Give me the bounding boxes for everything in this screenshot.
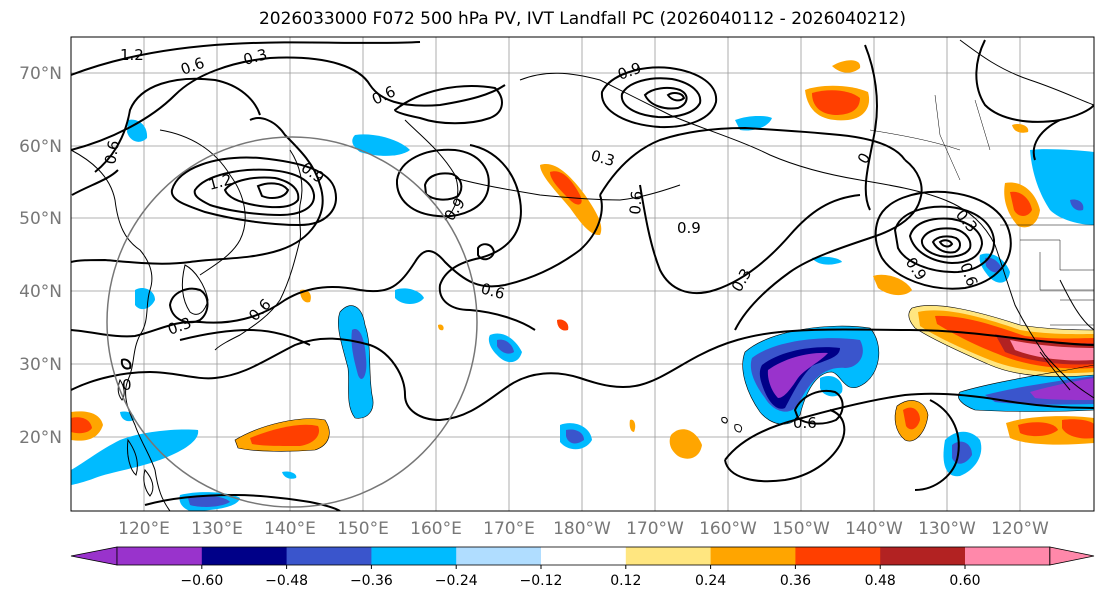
lon-label: 170°E — [483, 519, 535, 539]
colorbar-segment — [795, 547, 881, 565]
lat-label: 40°N — [19, 282, 62, 302]
lat-label: 70°N — [19, 64, 62, 84]
colorbar-segment — [965, 547, 1051, 565]
longitude-labels: 120°E 130°E 140°E 150°E 160°E 170°E 180°… — [118, 519, 1049, 539]
map-title: 2026033000 F072 500 hPa PV, IVT Landfall… — [258, 9, 906, 29]
colorbar-segment — [117, 547, 203, 565]
lat-label: 30°N — [19, 355, 62, 375]
contour-label: 0.6 — [793, 414, 817, 432]
ivt-pc-shading — [71, 60, 1094, 511]
pv-contours — [71, 39, 1094, 511]
lon-label: 160°W — [699, 519, 757, 539]
colorbar-extend-low — [70, 546, 118, 566]
colorbar-tick-label: 0.24 — [695, 573, 726, 589]
colorbar-segment — [371, 547, 457, 565]
lon-label: 120°W — [991, 519, 1049, 539]
lat-label: 20°N — [19, 428, 62, 448]
contour-label: 0 — [122, 376, 132, 394]
contour-label: 0.3 — [589, 146, 617, 170]
colorbar-frame — [116, 546, 1051, 566]
colorbar-tick-label: −0.60 — [180, 573, 223, 589]
map-frame — [70, 36, 1095, 512]
contour-label: 0.3 — [241, 45, 269, 69]
colorbar-segment — [710, 547, 796, 565]
lon-label: 140°W — [845, 519, 903, 539]
ivt-pc-outlines — [234, 305, 1094, 452]
lon-label: 180°W — [553, 519, 611, 539]
lon-label: 160°E — [410, 519, 462, 539]
colorbar-tick-label: 0.60 — [949, 573, 980, 589]
colorbar-segment — [201, 547, 288, 565]
lat-label: 60°N — [19, 137, 62, 157]
colorbar-segment — [456, 547, 542, 565]
lon-label: 120°E — [118, 519, 170, 539]
colorbar-tick-label: −0.24 — [435, 573, 478, 589]
colorbar-segment — [625, 547, 712, 565]
lon-label: 150°W — [772, 519, 830, 539]
colorbar-tick-label: 0.36 — [780, 573, 811, 589]
contour-label: 1.2 — [206, 170, 234, 194]
colorbar-tick-label: 0.12 — [610, 573, 641, 589]
colorbar-tick-label: −0.36 — [350, 573, 393, 589]
contour-label: 1.2 — [120, 46, 144, 64]
lon-label: 140°E — [264, 519, 316, 539]
colorbar-segment — [286, 547, 372, 565]
contour-label: 0.9 — [677, 219, 701, 237]
borders — [869, 94, 1094, 326]
colorbar: −0.60 −0.48 −0.36 −0.24 −0.12 0.12 0.24 0.36 0.4… — [70, 546, 1095, 589]
colorbar-tick-label: 0.48 — [865, 573, 896, 589]
lon-label: 150°E — [337, 519, 389, 539]
latitude-labels: 70°N 60°N 50°N 40°N 30°N 20°N — [19, 64, 62, 448]
colorbar-segment — [541, 547, 627, 565]
lat-label: 50°N — [19, 209, 62, 229]
lon-label: 130°E — [191, 519, 243, 539]
contour-label: 0.6 — [101, 139, 123, 166]
lon-label: 170°W — [626, 519, 684, 539]
contour-label: 0.6 — [626, 190, 646, 215]
colorbar-extend-high — [1049, 546, 1095, 566]
colorbar-tick-label: −0.48 — [265, 573, 308, 589]
contour-label: 0.6 — [479, 279, 507, 303]
landfall-range-circle — [106, 136, 478, 508]
colorbar-segment — [880, 547, 966, 565]
lon-label: 130°W — [918, 519, 976, 539]
colorbar-tick-label: −0.12 — [520, 573, 563, 589]
